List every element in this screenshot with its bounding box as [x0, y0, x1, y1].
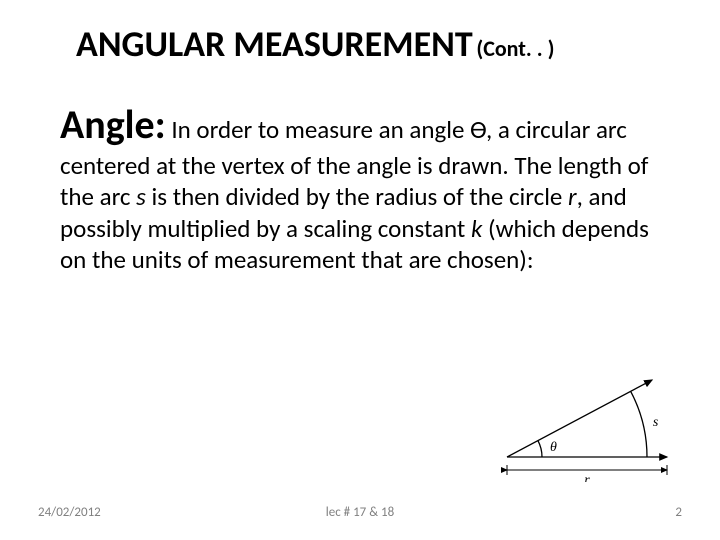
- footer-center: lec # 17 & 18: [38, 505, 682, 520]
- svg-text:θ: θ: [550, 440, 557, 455]
- slide: ANGULAR MEASUREMENT (Cont. . ) Angle: In…: [0, 0, 720, 540]
- slide-title: ANGULAR MEASUREMENT (Cont. . ): [76, 22, 690, 66]
- body-lead: Angle:: [60, 100, 166, 149]
- title-main: ANGULAR MEASUREMENT: [76, 22, 473, 66]
- svg-text:s: s: [653, 415, 659, 430]
- body-italic-k: k: [471, 213, 482, 244]
- svg-text:r: r: [584, 473, 590, 482]
- footer-date: 24/02/2012: [38, 505, 101, 520]
- title-cont: (Cont. . ): [476, 35, 554, 62]
- body-italic-r: r: [568, 181, 577, 212]
- slide-footer: 24/02/2012 lec # 17 & 18 2: [38, 505, 682, 520]
- body-italic-s: s: [136, 181, 146, 212]
- slide-body: Angle: In order to measure an angle ϴ, a…: [60, 100, 670, 275]
- angle-diagram: θ s r: [492, 362, 682, 482]
- body-text-2: is then divided by the radius of the cir…: [146, 181, 568, 212]
- footer-page: 2: [675, 505, 682, 520]
